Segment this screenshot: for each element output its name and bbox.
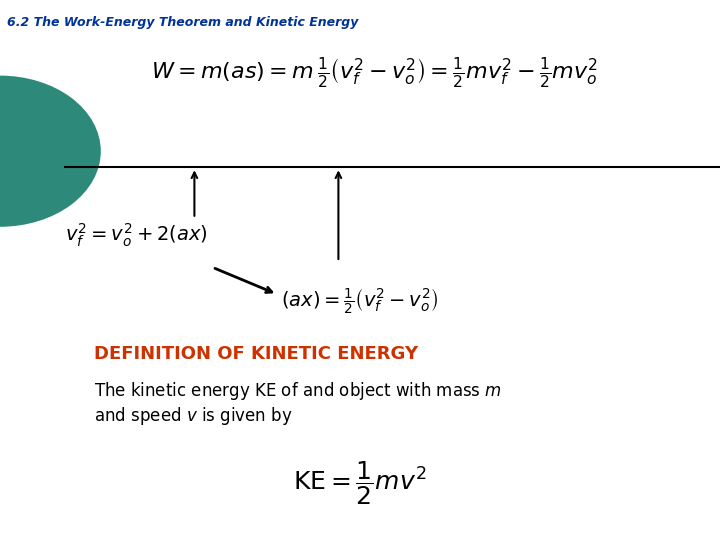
Text: and speed $v$ is given by: and speed $v$ is given by <box>94 405 292 427</box>
Text: $\mathrm{KE} = \dfrac{1}{2}mv^2$: $\mathrm{KE} = \dfrac{1}{2}mv^2$ <box>293 460 427 507</box>
Text: $W = m\left(as\right)= m\,\frac{1}{2}\left(v_f^2 - v_o^2\right)= \frac{1}{2}mv_f: $W = m\left(as\right)= m\,\frac{1}{2}\le… <box>151 56 598 90</box>
Text: $\left(ax\right)= \frac{1}{2}\left(v_f^2 - v_o^2\right)$: $\left(ax\right)= \frac{1}{2}\left(v_f^2… <box>282 287 438 318</box>
Wedge shape <box>0 76 101 227</box>
Text: DEFINITION OF KINETIC ENERGY: DEFINITION OF KINETIC ENERGY <box>94 345 418 363</box>
Text: 6.2 The Work-Energy Theorem and Kinetic Energy: 6.2 The Work-Energy Theorem and Kinetic … <box>7 16 359 29</box>
Text: $v_f^2 = v_o^2 + 2\left(ax\right)$: $v_f^2 = v_o^2 + 2\left(ax\right)$ <box>66 221 208 248</box>
Text: The kinetic energy KE of and object with mass $m$: The kinetic energy KE of and object with… <box>94 381 502 402</box>
